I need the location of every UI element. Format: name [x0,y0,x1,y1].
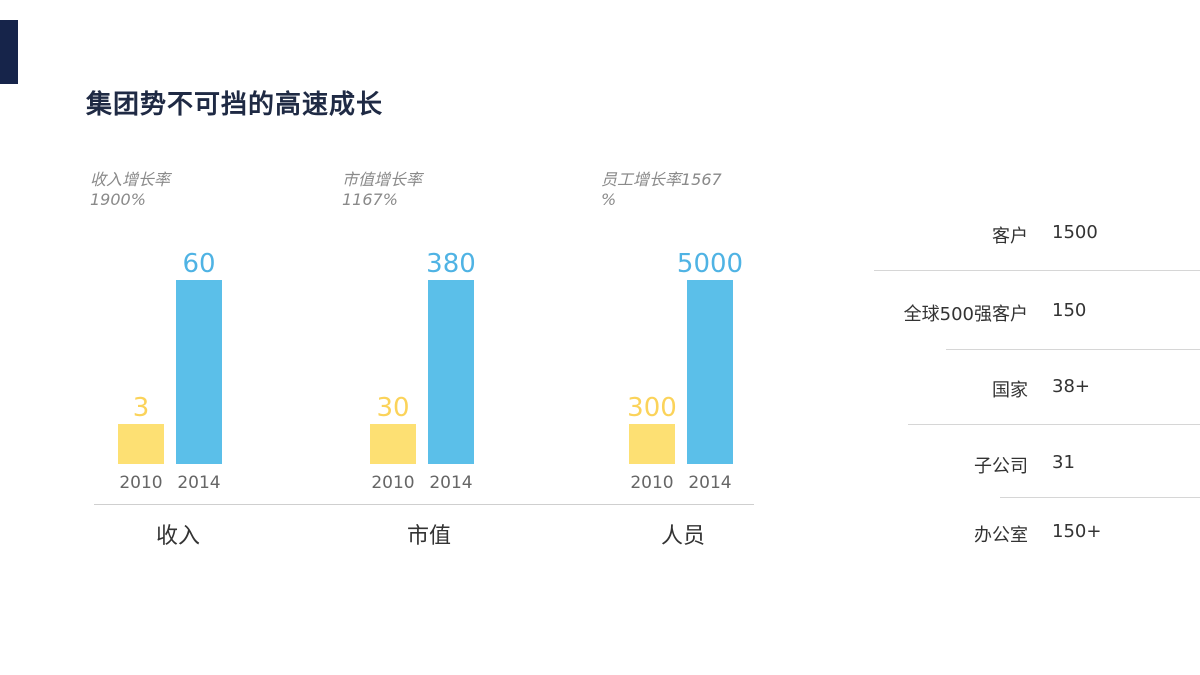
bar-2014 [428,280,474,464]
tick-label-2010: 2010 [630,473,673,493]
stat-row-subsidiaries: 子公司 31 [860,444,1200,484]
category-label-revenue: 收入 [155,524,200,549]
growth-rate-name: 收入增长率 [90,170,171,189]
accent-bar [0,20,18,84]
chart-market-value: 市值增长率 1167% 30 2010 380 2014 [336,160,576,560]
growth-rate-name: 市值增长率 [342,170,423,189]
divider [874,270,1200,271]
value-label-2010: 30 [376,393,409,423]
bar-2010 [370,424,416,464]
bar-chart-svg: 3 2010 60 2014 [118,249,222,493]
stat-label: 子公司 [974,456,1028,477]
category-label-market-value: 市值 [406,524,451,549]
stat-row-offices: 办公室 150+ [860,513,1200,553]
divider [946,349,1200,350]
stat-label: 全球500强客户 [903,304,1028,325]
tick-label-2010: 2010 [119,473,162,493]
tick-label-2014: 2014 [688,473,731,493]
growth-rate-value: % [601,190,617,209]
bar-2014 [176,280,222,464]
growth-rate-label: 收入增长率 1900% [90,170,260,210]
growth-rate-label: 员工增长率1567 % [601,170,771,210]
value-label-2010: 300 [627,393,677,423]
tick-label-2014: 2014 [177,473,220,493]
bar-chart-svg: 30 2010 380 2014 [370,249,476,493]
bar-2010 [629,424,675,464]
stat-value: 31 [1052,452,1075,473]
bar-2010 [118,424,164,464]
category-label-staff: 人员 [660,524,705,549]
divider [1000,497,1200,498]
bar-chart-svg: 300 2010 5000 2014 [627,249,743,493]
stat-label: 客户 [992,226,1028,247]
value-label-2010: 3 [133,393,150,423]
stat-value: 1500 [1052,222,1098,243]
page-title: 集团势不可挡的高速成长 [86,90,384,120]
bar-2014 [687,280,733,464]
growth-rate-label: 市值增长率 1167% [342,170,512,210]
stat-row-customers: 客户 1500 [860,214,1200,254]
stat-label: 国家 [992,380,1028,401]
stat-row-fortune500: 全球500强客户 150 [860,292,1200,332]
growth-rate-name: 员工增长率1567 [601,170,722,189]
stat-value: 150 [1052,300,1087,321]
growth-rate-value: 1167% [342,190,398,209]
tick-label-2010: 2010 [371,473,414,493]
value-label-2014: 380 [426,249,476,279]
chart-revenue: 收入增长率 1900% 3 2010 60 2014 [84,160,324,560]
value-label-2014: 60 [182,249,215,279]
stat-label: 办公室 [974,525,1028,546]
stat-row-countries: 国家 38+ [860,368,1200,408]
stat-value: 38+ [1052,376,1090,397]
divider [908,424,1200,425]
stat-value: 150+ [1052,521,1102,542]
tick-label-2014: 2014 [429,473,472,493]
growth-rate-value: 1900% [90,190,146,209]
chart-staff: 员工增长率1567 % 300 2010 5000 2014 [595,160,835,560]
value-label-2014: 5000 [677,249,743,279]
chart-baseline [94,504,754,505]
